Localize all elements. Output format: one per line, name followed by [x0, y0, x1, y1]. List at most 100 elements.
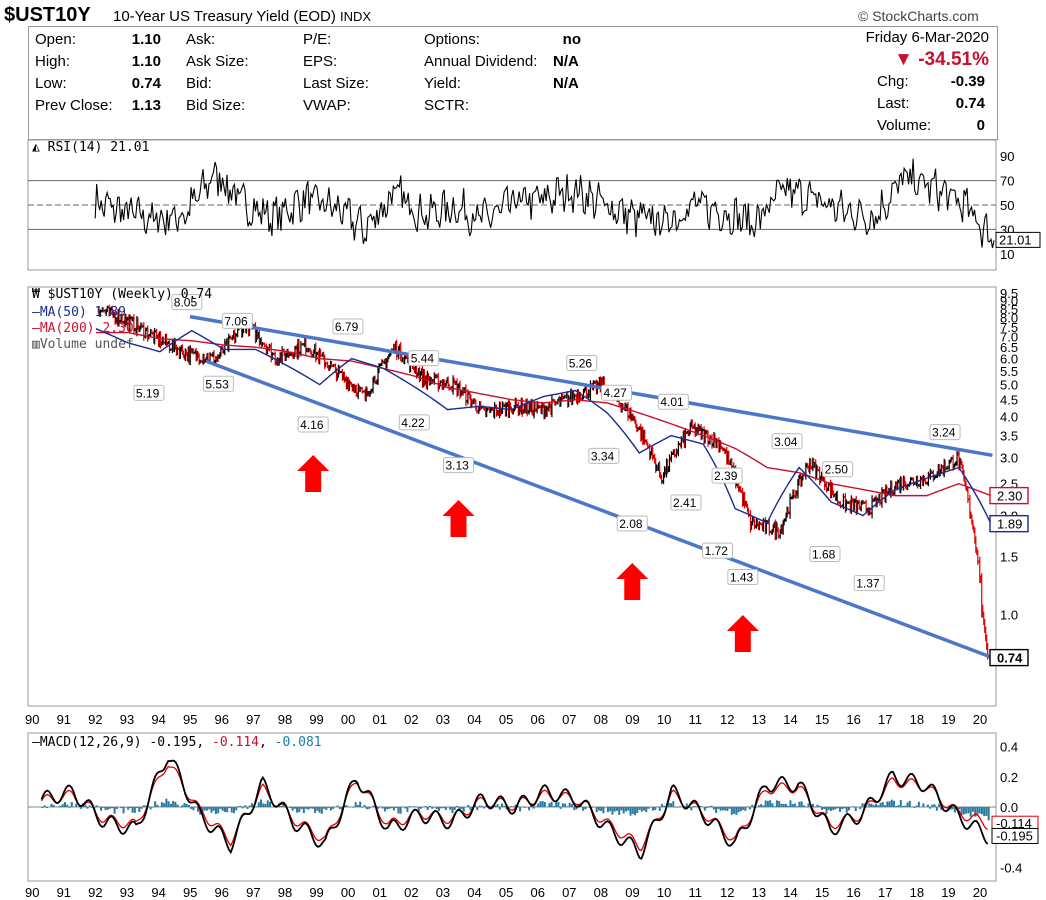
macd-hist-bar [246, 807, 249, 809]
annotation-box [727, 569, 759, 586]
macd-hist-bar [307, 807, 310, 810]
price-year-label: 93 [120, 712, 134, 727]
rsi-legend: ◭ RSI(14) 21.01 [32, 140, 149, 155]
macd-hist-bar [133, 807, 136, 813]
macd-hist-bar [818, 805, 821, 807]
red-up-arrow [442, 500, 475, 537]
credit-text[interactable]: © StockCharts.com [858, 8, 979, 24]
macd-hist-bar [187, 804, 190, 807]
macd-hist-bar [129, 807, 132, 809]
macd-hist-bar [404, 807, 407, 809]
macd-last-value: -0.195 [996, 828, 1033, 843]
macd-hist-bar [86, 807, 89, 809]
macd-hist-bar [142, 805, 145, 807]
price-axis-label: 8.0 [1000, 311, 1018, 326]
price-year-label: 02 [404, 712, 418, 727]
rsi-axis-label: 10 [1000, 247, 1014, 262]
macd-year-label: 16 [846, 885, 860, 900]
macd-hist-bar [573, 807, 576, 810]
macd-hist-bar [699, 805, 702, 807]
macd-hist-bar [316, 807, 319, 811]
rsi-axis-label: 90 [1000, 149, 1014, 164]
macd-hist-bar [611, 807, 614, 815]
macd-hist-bar [323, 807, 326, 809]
annotation-label: 4.27 [603, 386, 627, 400]
macd-hist-bar [172, 800, 175, 807]
macd-hist-bar [365, 807, 368, 810]
macd-hist-bar [965, 807, 968, 814]
price-year-label: 19 [941, 712, 955, 727]
macd-hist-bar [269, 801, 272, 807]
macd-hist-bar [282, 804, 285, 807]
quote-high-value: 1.10 [131, 53, 161, 70]
macd-hist-bar [361, 807, 364, 808]
price-legend-icon: ₩ [32, 287, 40, 302]
macd-hist-bar [618, 807, 621, 815]
annotation-box [657, 393, 689, 410]
annotation-box [221, 312, 253, 329]
macd-hist-bar [345, 805, 348, 807]
ma50-legend-text: MA(50) 1.89 [39, 305, 126, 320]
macd-hist-bar [210, 807, 213, 813]
macd-hist-bar [451, 807, 454, 814]
macd-hist-bar [861, 803, 864, 807]
macd-hist-bar [832, 807, 835, 811]
macd-hist-bar [843, 807, 846, 809]
annotation-label: 7.06 [224, 314, 248, 328]
macd-hist-bar [748, 807, 751, 810]
macd-hist-bar [523, 807, 526, 808]
macd-hist-bar [226, 807, 229, 813]
macd-hist-bar [541, 800, 544, 807]
macd-hist-bar [645, 807, 648, 813]
macd-hist-bar [433, 807, 436, 808]
macd-hist-bar [915, 805, 918, 807]
macd-hist-bar [151, 807, 154, 808]
macd-hist-bar [124, 807, 127, 808]
macd-hist-bar [192, 807, 195, 811]
macd-legend-label: MACD(12,26,9) [39, 735, 142, 750]
macd-hist-bar [906, 802, 909, 807]
macd-year-label: 99 [309, 885, 323, 900]
macd-year-label: 01 [373, 885, 387, 900]
macd-hist-bar [289, 807, 292, 809]
macd-hist-bar [980, 807, 983, 815]
macd-hist-bar [190, 807, 193, 809]
macd-hist-bar [636, 807, 639, 814]
macd-axis-label: 0.4 [1000, 740, 1018, 755]
macd-hist-bar [816, 804, 819, 807]
macd-hist-bar [823, 807, 826, 810]
macd-hist-bar [514, 804, 517, 807]
options-label: Options: [424, 31, 480, 48]
macd-hist-bar [419, 807, 422, 809]
macd-hist-bar [899, 800, 902, 807]
chart-header: $UST10Y 10-Year US Treasury Yield (EOD) … [0, 0, 1046, 140]
macd-hist-bar [291, 807, 294, 811]
price-year-label: 06 [530, 712, 544, 727]
annotation-box [332, 318, 364, 335]
annotation-box [929, 424, 961, 441]
price-year-label: 18 [910, 712, 924, 727]
macd-hist-bar [264, 803, 267, 807]
macd-hist-bar [615, 807, 618, 811]
macd-hist-bar [354, 802, 357, 807]
dividend-value: N/A [553, 53, 579, 70]
macd-hist-bar [841, 807, 844, 810]
macd-hist-bar [908, 800, 911, 807]
macd-hist-bar [568, 802, 571, 807]
macd-hist-bar [624, 807, 627, 812]
macd-year-label: 20 [973, 885, 987, 900]
macd-hist-bar [248, 805, 251, 807]
macd-hist-bar [633, 807, 636, 816]
yield-value: N/A [553, 75, 579, 92]
macd-hist-bar [658, 807, 661, 811]
macd-hist-bar [370, 807, 373, 808]
price-axis-label: 3.5 [1000, 429, 1018, 444]
macd-hist-bar [359, 801, 362, 807]
macd-hist-bar [606, 807, 609, 813]
macd-hist-bar [298, 807, 301, 813]
macd-hist-bar [230, 807, 233, 813]
macd-hist-bar [672, 801, 675, 807]
macd-hist-bar [771, 803, 774, 807]
price-axis-label: 9.5 [1000, 286, 1018, 301]
